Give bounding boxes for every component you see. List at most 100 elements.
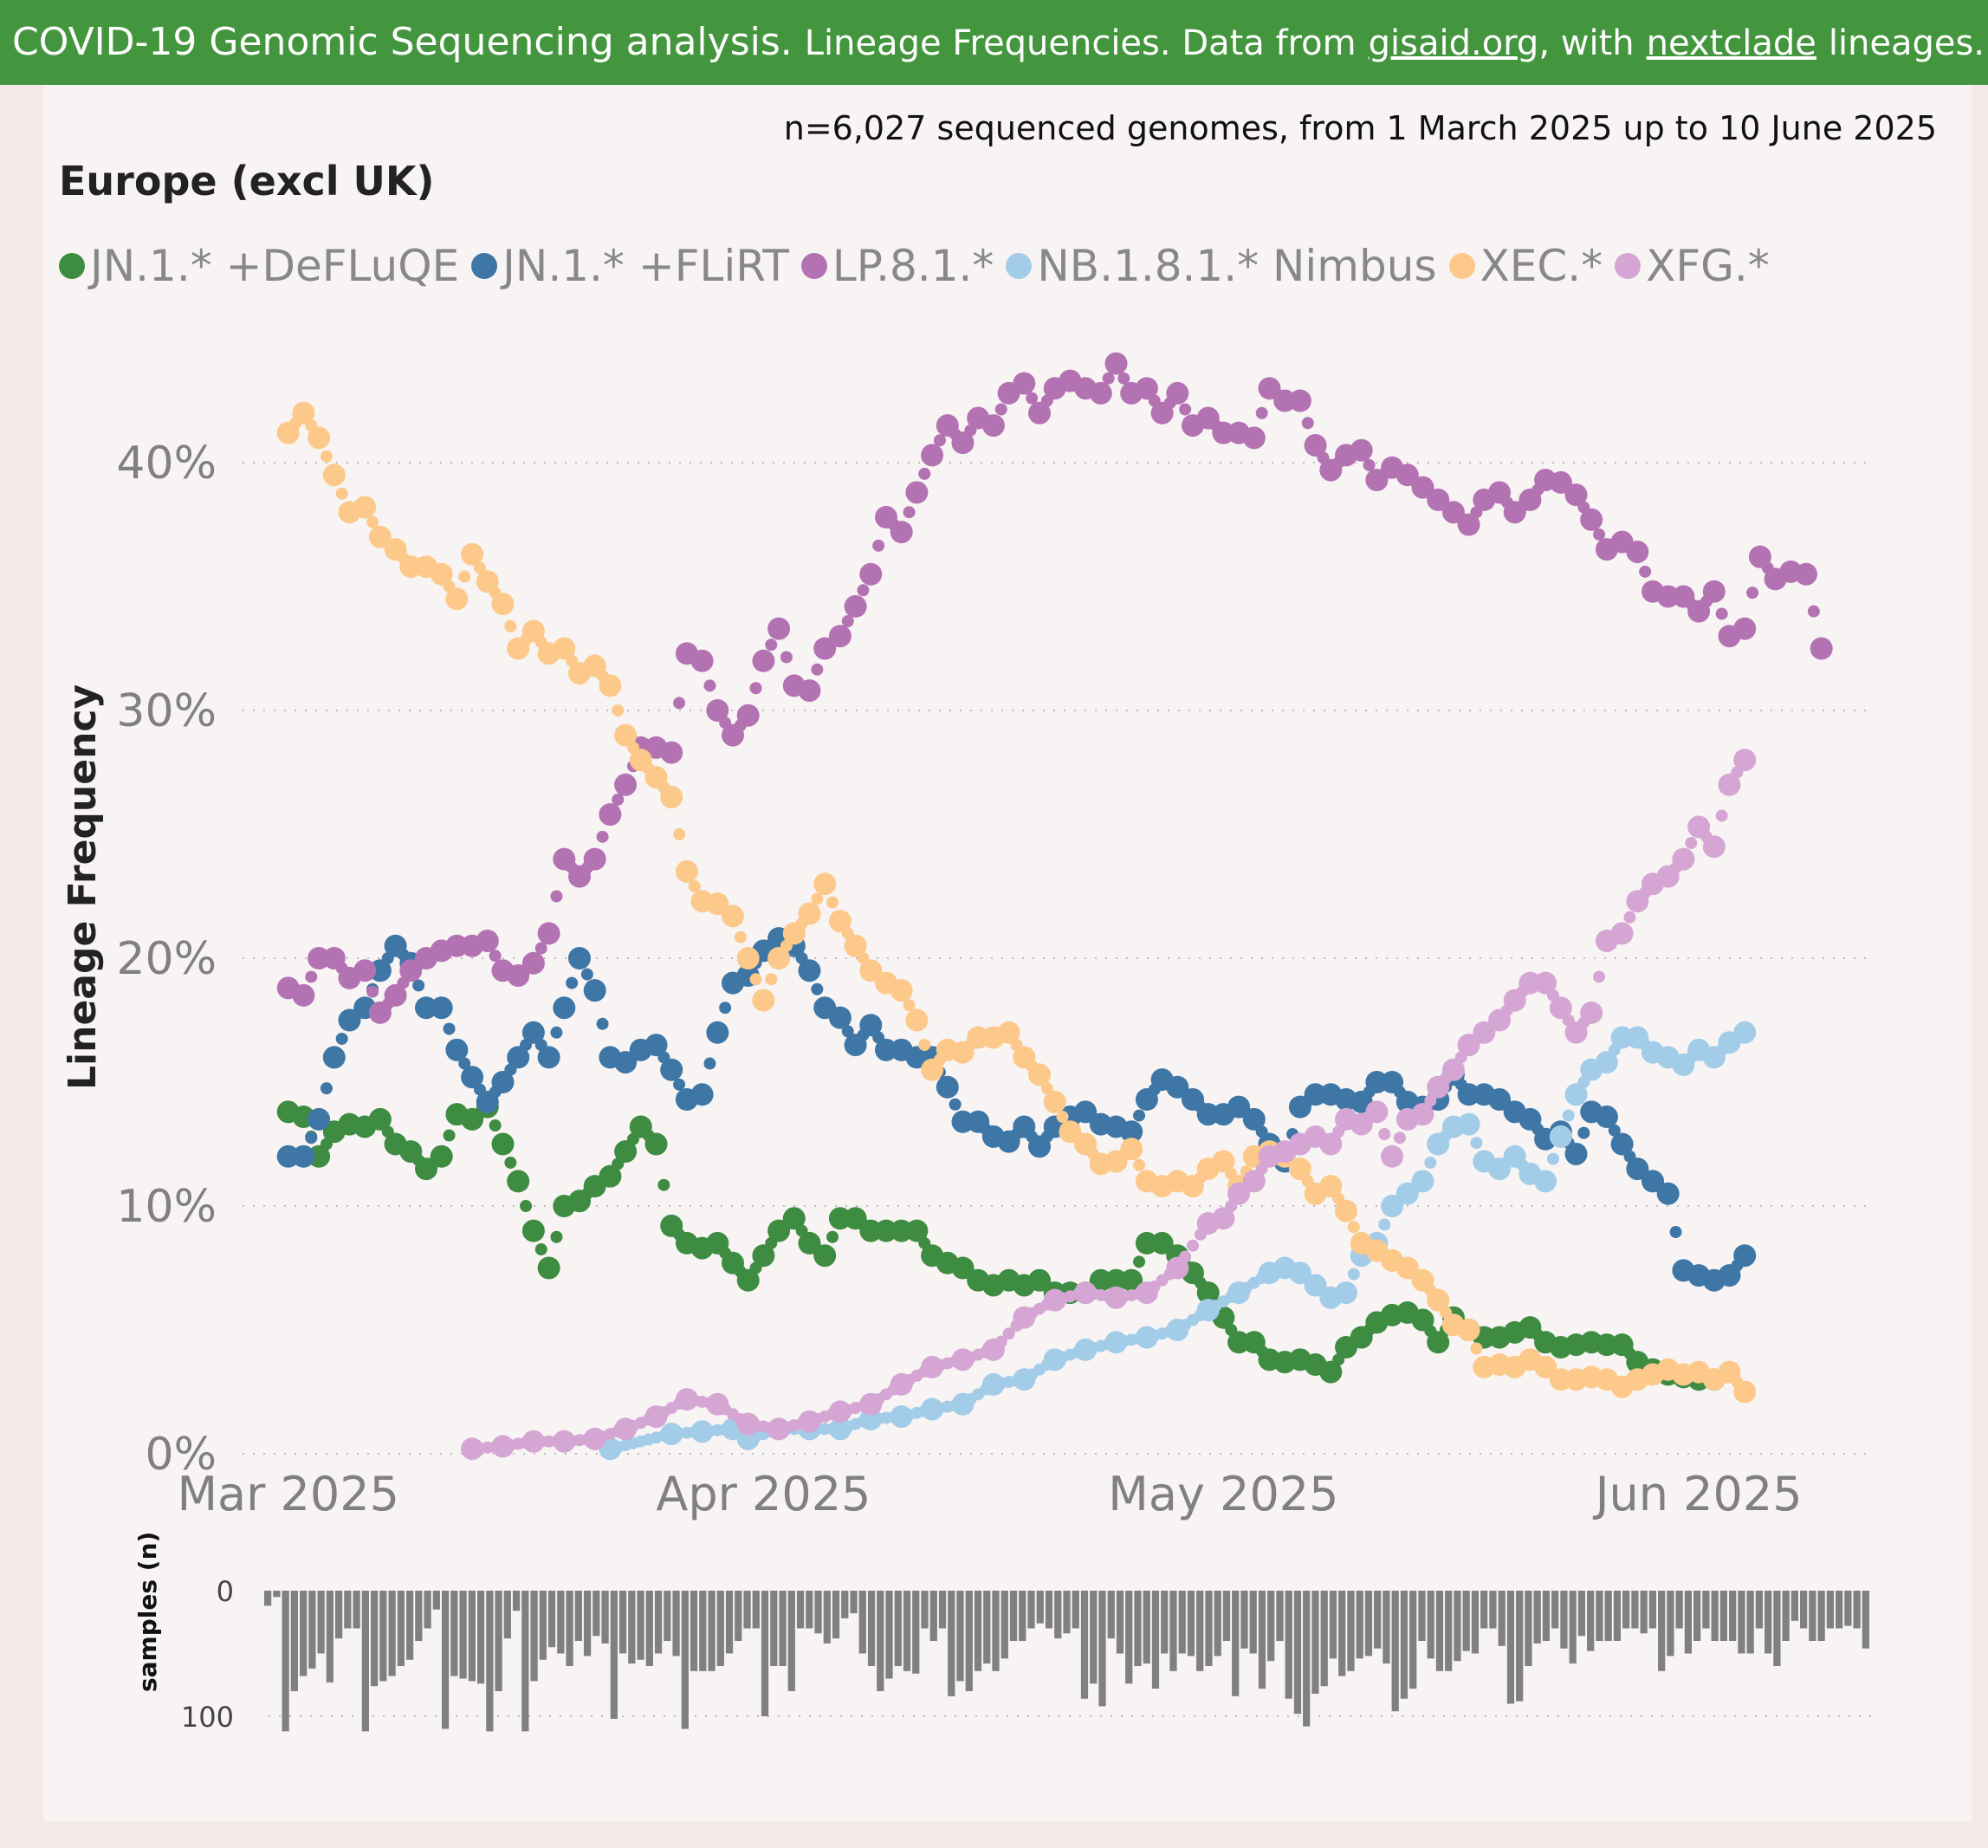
app-banner: COVID-19 Genomic Sequencing analysis. Li… [0,0,1988,85]
data-point [703,1057,716,1070]
data-point [537,922,560,945]
sample-bar [1587,1591,1595,1651]
sample-bar [1320,1591,1328,1687]
data-point [1255,406,1268,419]
data-point [903,506,916,519]
data-point [1718,773,1741,796]
sample-bar [1276,1591,1284,1641]
data-point [811,663,824,676]
data-point [537,1256,560,1280]
sample-bar [1196,1591,1204,1671]
sample-bar [388,1591,396,1676]
legend-item[interactable]: JN.1.* +FLiRT [471,241,789,291]
data-point [504,1156,517,1169]
legend-item[interactable]: XEC.* [1448,241,1603,291]
data-point [813,872,837,896]
banner-desc-3: lineages. Source [1828,23,1988,63]
data-point [1595,1051,1618,1074]
data-point [504,619,517,632]
sample-bar [326,1591,333,1683]
sample-bar [664,1591,671,1641]
sample-bar [1631,1591,1639,1629]
data-point [826,896,839,909]
sample-bar [823,1591,831,1644]
data-point [612,793,625,806]
data-point [461,1066,484,1089]
data-point [706,699,729,722]
data-point [1179,1250,1192,1263]
data-point [553,637,576,660]
sample-bar [1755,1591,1764,1629]
sample-bar [716,1591,724,1666]
data-point [780,651,793,664]
sample-bar [735,1591,742,1641]
data-point [994,403,1007,416]
gisaid-link[interactable]: gisaid.org [1368,23,1539,63]
sample-bar [610,1591,618,1719]
y-tick-label: 20% [116,933,217,985]
data-point [612,704,625,717]
sample-bar [1303,1591,1311,1727]
data-point [1026,392,1039,405]
data-point [903,999,916,1012]
sample-bar [539,1591,547,1660]
sample-bar [1329,1591,1337,1659]
legend-item[interactable]: NB.1.8.1.* Nimbus [1006,241,1437,291]
legend-item[interactable]: XFG.* [1615,241,1770,291]
data-point [813,1244,837,1268]
data-point [1378,1218,1391,1231]
data-point [1733,1380,1757,1404]
legend-marker [471,253,498,279]
data-point [1347,1221,1360,1234]
data-point [1669,1226,1682,1239]
data-point [322,464,346,487]
data-point [675,859,698,883]
data-point [1623,911,1636,924]
sample-bar [948,1591,955,1696]
sample-bar [512,1591,521,1611]
x-tick-label: Apr 2025 [656,1467,871,1521]
sample-bar [441,1591,450,1729]
sample-bar [1036,1591,1044,1624]
data-point [1715,809,1728,822]
sample-bar [1045,1591,1053,1629]
data-point [308,426,331,450]
data-point [949,1098,962,1111]
data-point [644,1132,668,1156]
sample-bar [1205,1591,1213,1666]
data-point [1187,1239,1199,1252]
sample-bar [495,1591,502,1691]
sample-bar [415,1591,423,1641]
sample-bar [1161,1591,1169,1654]
sample-bar [1613,1591,1622,1641]
y-tick-label: 0% [146,1429,217,1481]
sample-bar [308,1591,316,1669]
sample-bar [317,1591,325,1654]
data-point [1562,1109,1575,1122]
bar-y-tick: 0 [217,1575,234,1608]
data-point [1104,352,1128,375]
legend-item[interactable]: LP.8.1.* [800,241,994,291]
data-point [1577,1126,1590,1139]
sample-bar [1090,1591,1098,1684]
sample-bar [299,1591,308,1676]
bar-y-tick: 100 [181,1701,234,1734]
sample-bar [1187,1591,1195,1657]
series-group [599,1021,1757,1461]
data-point [1702,835,1726,859]
sample-bar [1719,1591,1728,1641]
data-point [1288,389,1311,412]
data-point [736,704,760,727]
sample-bar [1107,1591,1115,1639]
sample-bar [1516,1591,1524,1702]
sample-bar [424,1591,431,1629]
data-point [749,973,762,986]
data-point [1288,1157,1311,1181]
banner-desc: Lineage Frequencies. Data from [804,23,1357,63]
data-point [1166,381,1189,405]
sample-bar [379,1591,387,1682]
nextclade-link[interactable]: nextclade [1646,23,1816,63]
data-point [1549,996,1572,1020]
legend-item[interactable]: JN.1.* +DeFLuQE [59,241,459,291]
data-point [826,1230,839,1243]
